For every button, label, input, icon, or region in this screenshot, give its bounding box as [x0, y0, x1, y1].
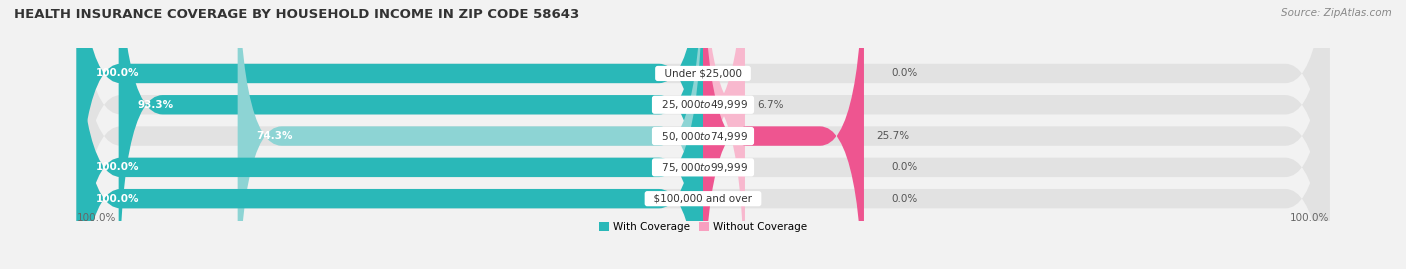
FancyBboxPatch shape	[77, 0, 703, 269]
Legend: With Coverage, Without Coverage: With Coverage, Without Coverage	[595, 218, 811, 236]
FancyBboxPatch shape	[77, 0, 1329, 269]
Text: 6.7%: 6.7%	[758, 100, 785, 110]
FancyBboxPatch shape	[77, 0, 1329, 269]
FancyBboxPatch shape	[77, 0, 703, 269]
Text: 0.0%: 0.0%	[891, 69, 917, 79]
FancyBboxPatch shape	[77, 0, 1329, 269]
Text: 93.3%: 93.3%	[138, 100, 173, 110]
Text: 0.0%: 0.0%	[891, 162, 917, 172]
Text: $50,000 to $74,999: $50,000 to $74,999	[655, 130, 751, 143]
Text: 74.3%: 74.3%	[256, 131, 292, 141]
FancyBboxPatch shape	[702, 0, 747, 269]
Text: $75,000 to $99,999: $75,000 to $99,999	[655, 161, 751, 174]
Text: 100.0%: 100.0%	[1289, 213, 1329, 223]
Text: HEALTH INSURANCE COVERAGE BY HOUSEHOLD INCOME IN ZIP CODE 58643: HEALTH INSURANCE COVERAGE BY HOUSEHOLD I…	[14, 8, 579, 21]
Text: 100.0%: 100.0%	[96, 162, 139, 172]
FancyBboxPatch shape	[238, 0, 703, 269]
Text: $25,000 to $49,999: $25,000 to $49,999	[655, 98, 751, 111]
Text: Under $25,000: Under $25,000	[658, 69, 748, 79]
Text: 25.7%: 25.7%	[876, 131, 910, 141]
Text: 0.0%: 0.0%	[891, 194, 917, 204]
Text: 100.0%: 100.0%	[77, 213, 117, 223]
FancyBboxPatch shape	[77, 0, 703, 269]
Text: 100.0%: 100.0%	[96, 194, 139, 204]
FancyBboxPatch shape	[703, 0, 863, 269]
FancyBboxPatch shape	[77, 0, 1329, 269]
Text: $100,000 and over: $100,000 and over	[647, 194, 759, 204]
Text: 100.0%: 100.0%	[96, 69, 139, 79]
Text: Source: ZipAtlas.com: Source: ZipAtlas.com	[1281, 8, 1392, 18]
FancyBboxPatch shape	[77, 0, 1329, 269]
FancyBboxPatch shape	[118, 0, 703, 269]
